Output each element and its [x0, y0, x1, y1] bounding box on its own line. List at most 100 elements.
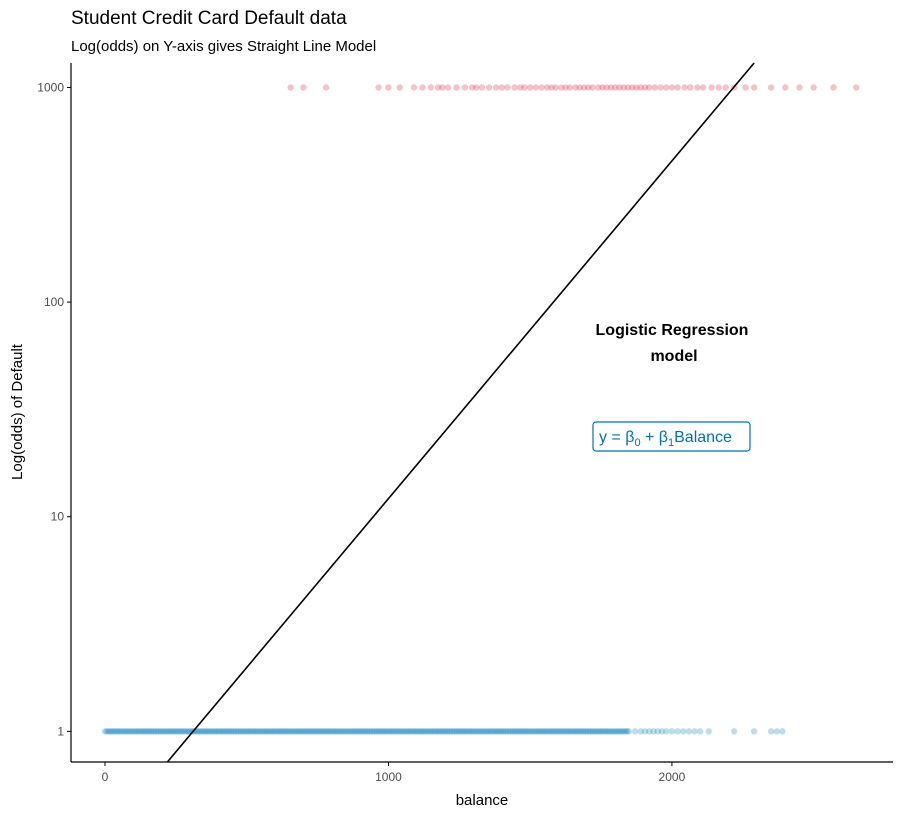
red-point — [473, 84, 480, 91]
blue-point — [345, 728, 352, 735]
blue-point — [372, 728, 379, 735]
red-point — [498, 84, 506, 91]
blue-point — [202, 728, 209, 735]
blue-point — [545, 728, 553, 735]
blue-point — [244, 728, 252, 735]
red-point — [616, 84, 623, 91]
blue-point — [358, 728, 366, 735]
blue-point — [166, 728, 173, 735]
blue-point — [195, 728, 202, 735]
blue-point — [443, 728, 451, 735]
blue-point — [317, 728, 325, 735]
blue-point — [242, 728, 250, 735]
blue-point — [583, 728, 590, 735]
red-point — [595, 84, 602, 91]
blue-point — [365, 728, 372, 735]
red-point — [810, 84, 817, 91]
blue-point — [149, 728, 156, 735]
blue-point — [646, 728, 653, 735]
blue-point — [407, 728, 415, 735]
chart-subtitle: Log(odds) on Y-axis gives Straight Line … — [71, 38, 376, 55]
blue-point — [341, 728, 349, 735]
red-point — [589, 84, 596, 91]
blue-point — [447, 728, 454, 735]
blue-point — [339, 728, 347, 735]
blue-point — [293, 728, 301, 735]
blue-point — [435, 728, 442, 735]
blue-point — [472, 728, 479, 735]
blue-point — [518, 728, 525, 735]
blue-point — [283, 728, 291, 735]
red-point — [511, 84, 518, 91]
blue-point — [569, 728, 576, 735]
x-tick-label: 0 — [102, 770, 109, 784]
blue-point — [404, 728, 411, 735]
blue-point — [159, 728, 167, 735]
blue-point — [426, 728, 434, 735]
blue-point — [418, 728, 425, 735]
blue-point — [622, 728, 629, 735]
blue-point — [299, 728, 306, 735]
blue-point — [130, 728, 138, 735]
blue-point — [253, 728, 260, 735]
blue-point — [523, 728, 530, 735]
blue-point — [402, 728, 410, 735]
blue-point — [413, 728, 420, 735]
red-point — [478, 84, 486, 91]
blue-point — [445, 728, 452, 735]
blue-point — [487, 728, 495, 735]
blue-point — [571, 728, 578, 735]
red-point — [396, 84, 403, 91]
blue-point — [183, 728, 190, 735]
blue-point — [421, 728, 428, 735]
blue-point — [501, 728, 508, 735]
blue-point — [241, 728, 248, 735]
blue-point — [455, 728, 462, 735]
blue-point — [258, 728, 265, 735]
blue-point — [129, 728, 136, 735]
blue-point — [265, 728, 272, 735]
blue-point — [452, 728, 459, 735]
blue-point — [334, 728, 342, 735]
blue-point — [401, 728, 408, 735]
blue-point — [526, 728, 534, 735]
blue-point — [302, 728, 309, 735]
blue-point — [343, 728, 350, 735]
red-point — [521, 84, 528, 91]
blue-point — [224, 728, 231, 735]
blue-point — [210, 728, 218, 735]
blue-point — [448, 728, 456, 735]
blue-point — [214, 728, 221, 735]
blue-point — [612, 728, 619, 735]
blue-point — [382, 728, 389, 735]
blue-point — [414, 728, 422, 735]
x-tick-label: 2000 — [659, 770, 686, 784]
y-tick-label: 100 — [44, 295, 64, 309]
blue-point — [290, 728, 297, 735]
blue-point — [503, 728, 510, 735]
blue-point — [261, 728, 269, 735]
blue-point — [424, 728, 432, 735]
blue-point — [316, 728, 323, 735]
x-axis-title: balance — [456, 792, 509, 809]
blue-point — [562, 728, 570, 735]
red-point — [663, 84, 670, 91]
blue-point — [351, 728, 359, 735]
red-point — [722, 84, 729, 91]
blue-point — [464, 728, 471, 735]
blue-point — [392, 728, 400, 735]
blue-point — [674, 728, 681, 735]
equation-text: y = β0 + β1Balance — [599, 429, 732, 449]
blue-point — [356, 728, 364, 735]
blue-point — [377, 728, 384, 735]
blue-point — [584, 728, 592, 735]
blue-point — [168, 728, 175, 735]
red-point — [543, 84, 551, 91]
blue-point — [387, 728, 394, 735]
blue-point — [606, 728, 614, 735]
blue-point — [419, 728, 427, 735]
blue-point — [390, 728, 398, 735]
blue-point — [106, 728, 114, 735]
blue-point — [477, 728, 485, 735]
blue-point — [222, 728, 229, 735]
